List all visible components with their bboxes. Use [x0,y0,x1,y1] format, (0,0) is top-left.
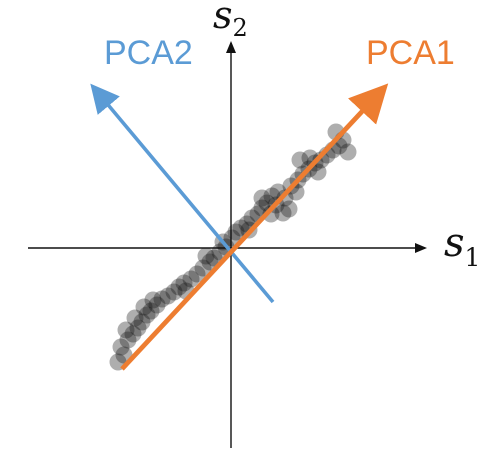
data-point [312,151,330,169]
data-point [309,163,327,181]
data-point [197,247,215,265]
data-point [227,223,245,241]
pca1-label: PCA1 [366,34,455,72]
data-point [232,219,250,237]
data-point [112,338,130,356]
data-point [133,313,151,331]
data-point [153,290,171,308]
data-point [159,287,177,305]
data-point [188,265,206,283]
data-point [129,319,147,337]
data-point [119,331,137,349]
data-point [280,200,298,218]
data-point [142,302,160,320]
data-point [223,229,241,247]
data-point [135,298,153,316]
y-axis-label-main: s [213,0,233,37]
data-point [175,274,193,292]
data-point [274,204,292,222]
x-axis-label: s1 [444,220,480,272]
data-point [124,325,142,343]
data-point [126,309,144,327]
data-point [144,291,162,309]
y-axis-label-sub: 2 [233,14,248,42]
data-point [253,189,271,207]
data-point [339,143,357,161]
data-point [194,259,212,277]
x-axis-label-sub: 1 [465,243,481,272]
data-point [165,283,183,301]
data-point [117,321,135,339]
pca2-label: PCA2 [104,34,193,72]
data-point [291,151,309,169]
y-axis-label: s2 [213,0,248,42]
x-axis-label-main: s [444,220,465,266]
data-point [182,270,200,288]
data-point [262,205,280,223]
data-point [148,296,166,314]
pca1-arrow [120,83,389,371]
data-point [170,278,188,296]
data-point [138,306,156,324]
data-point [276,189,294,207]
pca2-arrow [90,83,275,304]
data-point [201,253,219,271]
